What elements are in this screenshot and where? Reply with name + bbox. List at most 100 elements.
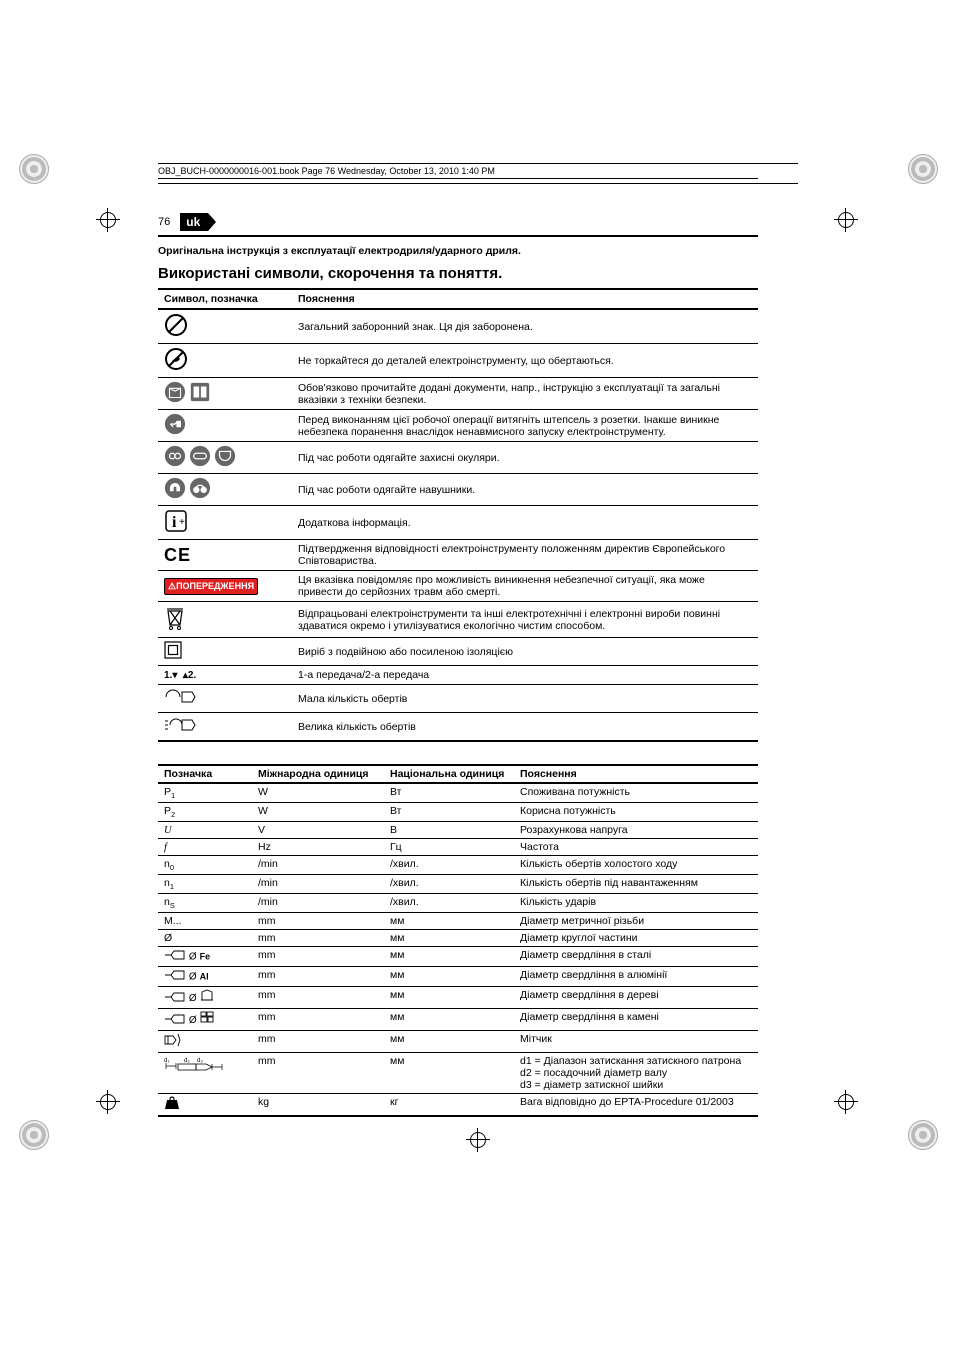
units-desc: Частота [514,839,758,856]
d123-icon: d₁ d₂ d₃ [164,1055,224,1080]
lang-badge: uk [180,213,208,231]
units-nat: мм [384,930,514,947]
units-row: nS/min/хвил.Кількість ударів [158,894,758,913]
units-symbol-cell: Ø Al [158,967,252,987]
units-intl: mm [252,930,384,947]
symbol-icon-cell: 1.▾ ▴2. [158,666,292,685]
units-nat: мм [384,913,514,930]
low-speed-drill-icon [164,688,196,709]
units-nat: /хвил. [384,875,514,894]
units-desc: Кількість обертів під навантаженням [514,875,758,894]
units-intl: mm [252,1009,384,1031]
units-nat: кг [384,1093,514,1116]
svg-text:d₃: d₃ [197,1058,203,1064]
units-row: P1WВтСпоживана потужність [158,783,758,803]
units-symbol-cell: M... [158,913,252,930]
units-symbol-cell: Ø [158,1009,252,1031]
info-icon: i+ [164,509,188,536]
svg-text:d₂: d₂ [184,1058,190,1064]
units-nat: Гц [384,839,514,856]
drill-icon [164,949,186,964]
units-row: fHzГцЧастота [158,839,758,856]
units-nat: Вт [384,783,514,803]
prohibition-icon [164,313,188,340]
units-row: d₁d₂d₃mmммd1 = Діапазон затискання затис… [158,1052,758,1093]
units-symbol-cell [158,1030,252,1052]
symbols-row: ⚠ПОПЕРЕДЖЕННЯЦя вказівка повідомляє про … [158,571,758,602]
units-intl: W [252,783,384,803]
read-book-icon [189,381,211,406]
units-desc: Діаметр свердління в камені [514,1009,758,1031]
symbol-icon-cell [158,442,292,474]
units-row: Ø mmммДіаметр свердління в камені [158,1009,758,1031]
units-row: ØmmммДіаметр круглої частини [158,930,758,947]
crop-mark [834,208,858,232]
units-intl: /min [252,875,384,894]
units-desc: Кількість обертів холостого ходу [514,856,758,875]
units-row: kgкгВага відповідно до EPTA-Procedure 01… [158,1093,758,1116]
units-symbol-cell [158,1093,252,1116]
units-desc: Діаметр свердління в сталі [514,947,758,967]
weee-bin-icon [164,605,186,634]
content-area: OBJ_BUCH-0000000016-001.book Page 76 Wed… [158,158,758,1117]
symbol-desc: Виріб з подвійною або посиленою ізоляціє… [292,638,758,666]
units-symbol-cell: nS [158,894,252,913]
units-desc: Діаметр метричної різьби [514,913,758,930]
units-intl: mm [252,913,384,930]
units-nat: мм [384,967,514,987]
units-row: M...mmммДіаметр метричної різьби [158,913,758,930]
reg-mark [19,154,49,184]
units-symbol-cell: f [158,839,252,856]
reg-mark [19,1120,49,1150]
svg-text:+: + [179,517,185,528]
units-intl: mm [252,987,384,1009]
symbols-th-col1: Символ, позначка [158,289,292,309]
symbols-row: Відпрацьовані електроінструменти та інші… [158,602,758,638]
drill-icon [164,1013,186,1028]
units-th-c2: Міжнародна одиниця [252,765,384,783]
units-intl: /min [252,894,384,913]
units-intl: mm [252,1052,384,1093]
svg-text:d₁: d₁ [164,1058,169,1064]
units-symbol-cell: Ø Fe [158,947,252,967]
symbols-row: Перед виконанням цієї робочої операції в… [158,410,758,442]
symbols-row: Під час роботи одягайте захисні окуляри. [158,442,758,474]
drill-icon [164,969,186,984]
units-th-c4: Пояснення [514,765,758,783]
units-nat: мм [384,1052,514,1093]
symbol-desc: Під час роботи одягайте захисні окуляри. [292,442,758,474]
header-rule [158,235,758,237]
symbol-icon-cell [158,602,292,638]
crop-mark [96,1090,120,1114]
symbol-icon-cell [158,309,292,344]
warning-badge: ⚠ПОПЕРЕДЖЕННЯ [164,578,258,595]
units-desc: Корисна потужність [514,803,758,822]
symbol-icon-cell [158,378,292,410]
symbol-desc: 1-а передача/2-а передача [292,666,758,685]
symbol-icon-cell [158,713,292,742]
symbol-desc: Додаткова інформація. [292,506,758,540]
units-intl: kg [252,1093,384,1116]
crop-mark [96,208,120,232]
unplug-icon [164,413,186,438]
units-row: Ø AlmmммДіаметр свердління в алюмінії [158,967,758,987]
ce-mark-icon: CE [164,545,191,566]
symbols-table: Символ, позначка Пояснення Загальний заб… [158,288,758,742]
units-nat: мм [384,947,514,967]
symbol-desc: Загальний заборонний знак. Ця дія заборо… [292,309,758,344]
units-symbol-cell: U [158,822,252,839]
units-symbol-cell: n1 [158,875,252,894]
symbols-th-col2: Пояснення [292,289,758,309]
weight-icon [164,1096,180,1113]
units-intl: mm [252,947,384,967]
symbols-row: Не торкайтеся до деталей електроінструме… [158,344,758,378]
section-title: Використані символи, скорочення та понят… [158,265,758,282]
read-manual-icon [164,381,186,406]
units-th-c1: Позначка [158,765,252,783]
units-intl: /min [252,856,384,875]
units-table: Позначка Міжнародна одиниця Національна … [158,764,758,1117]
symbols-row: Велика кількість обертів [158,713,758,742]
units-nat: мм [384,1030,514,1052]
units-nat: /хвил. [384,856,514,875]
units-row: mmммМітчик [158,1030,758,1052]
